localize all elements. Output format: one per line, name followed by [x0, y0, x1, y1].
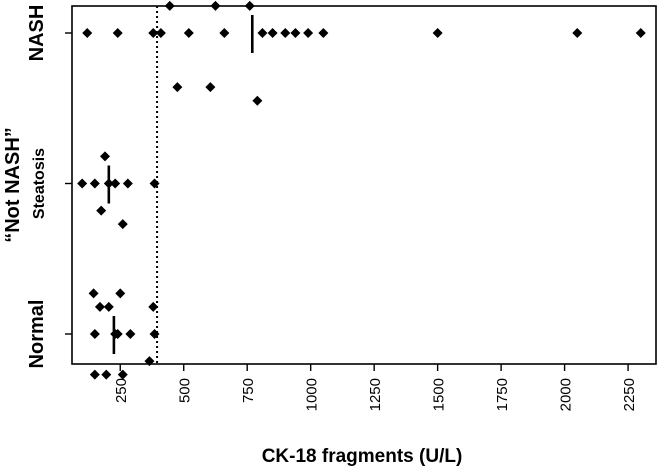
x-tick-label: 750	[240, 378, 257, 403]
x-tick-label: 2000	[558, 378, 575, 411]
data-point	[172, 82, 183, 93]
data-point	[280, 28, 291, 38]
data-point	[205, 82, 216, 93]
data-point	[210, 0, 221, 11]
data-point	[144, 356, 155, 367]
data-point	[125, 329, 136, 339]
data-point	[82, 28, 93, 38]
data-point	[155, 28, 166, 38]
data-point	[100, 151, 111, 162]
data-point	[635, 28, 646, 38]
x-tick-label: 2250	[621, 378, 638, 411]
x-tick-label: 1500	[431, 378, 448, 411]
data-point	[112, 28, 123, 38]
y-category-label: NASH	[26, 5, 48, 62]
data-point	[115, 288, 126, 299]
y-category-label: Normal	[26, 300, 48, 369]
data-point	[164, 0, 175, 11]
x-tick-label: 500	[177, 378, 194, 403]
data-point	[77, 178, 88, 189]
data-point	[122, 178, 133, 189]
x-axis-label: CK-18 fragments (U/L)	[262, 446, 463, 467]
data-point	[148, 28, 159, 38]
x-tick-label: 250	[113, 378, 130, 403]
category-group-title: “Not NASH”	[2, 127, 24, 243]
x-tick-label: 1250	[367, 378, 384, 411]
data-point	[252, 95, 263, 106]
y-category-label: Steatosis	[31, 148, 48, 219]
data-point	[148, 301, 159, 312]
data-point	[103, 301, 114, 312]
x-tick-label: 1000	[304, 378, 321, 411]
data-point	[267, 28, 278, 38]
data-point	[149, 329, 160, 339]
data-point	[110, 178, 121, 189]
data-point	[89, 329, 100, 339]
data-point	[89, 178, 100, 189]
data-point	[183, 28, 194, 38]
data-point	[96, 205, 107, 216]
data-point	[432, 28, 443, 38]
data-point	[318, 28, 329, 38]
data-point	[572, 28, 583, 38]
x-tick-label: 1750	[494, 378, 511, 411]
plot-area-frame	[71, 5, 657, 365]
data-point	[89, 369, 100, 380]
data-point	[112, 329, 123, 339]
data-point	[244, 0, 255, 11]
data-point	[303, 28, 314, 38]
data-point	[117, 369, 128, 380]
data-point	[149, 178, 160, 189]
data-point	[94, 301, 105, 312]
data-point	[290, 28, 301, 38]
data-point	[219, 28, 230, 38]
data-point	[257, 28, 268, 38]
data-point	[88, 288, 99, 299]
data-point	[101, 369, 112, 380]
data-point	[117, 219, 128, 230]
